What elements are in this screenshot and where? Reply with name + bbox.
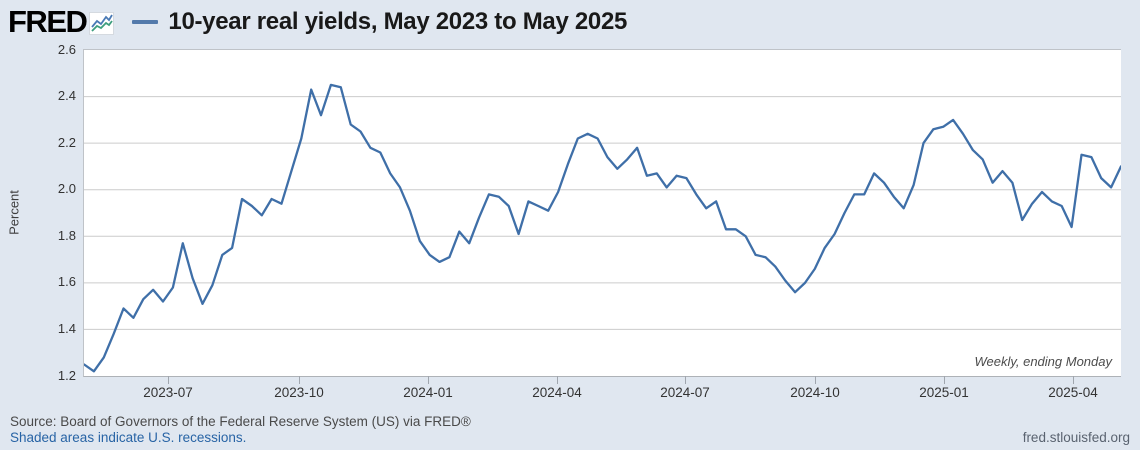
y-tick-label: 1.4: [57, 320, 76, 336]
recession-shading-link[interactable]: Shaded areas indicate U.S. recessions.: [10, 430, 247, 445]
y-tick-label: 1.8: [57, 227, 76, 243]
chart-title: 10-year real yields, May 2023 to May 202…: [168, 8, 628, 35]
y-tick-label: 1.6: [57, 274, 76, 290]
x-tick-label: 2023-07: [143, 385, 193, 400]
x-tick-mark: [428, 376, 429, 384]
y-tick-label: 2.4: [57, 88, 76, 104]
x-tick-mark: [944, 376, 945, 384]
x-tick-label: 2023-10: [274, 385, 324, 400]
x-tick-label: 2024-01: [403, 385, 453, 400]
x-tick-mark: [1073, 376, 1074, 384]
x-tick-mark: [685, 376, 686, 384]
x-tick-label: 2024-07: [660, 385, 710, 400]
x-tick-label: 2025-01: [919, 385, 969, 400]
series-line: [84, 83, 1121, 373]
x-tick-label: 2024-10: [790, 385, 840, 400]
chart-header: FRED 10-year real yields, May 2023 to Ma…: [8, 4, 627, 40]
line-chart-canvas: [84, 83, 1121, 373]
y-tick-label: 2.2: [57, 134, 76, 150]
fred-logo-sparkline-icon: [89, 12, 115, 35]
x-tick-mark: [299, 376, 300, 384]
plot-area[interactable]: Weekly, ending Monday: [83, 49, 1121, 377]
x-tick-mark: [557, 376, 558, 384]
series-legend-line-swatch: [132, 20, 159, 24]
x-tick-label: 2024-04: [532, 385, 582, 400]
y-tick-label: 2.6: [57, 41, 76, 57]
fred-logo-text: FRED: [8, 4, 88, 39]
fred-logo[interactable]: FRED: [8, 4, 115, 39]
x-tick-mark: [815, 376, 816, 384]
x-tick-mark: [168, 376, 169, 384]
fred-site-link[interactable]: fred.stlouisfed.org: [1022, 430, 1130, 445]
frequency-note: Weekly, ending Monday: [970, 354, 1112, 369]
y-tick-label: 1.2: [57, 367, 76, 383]
y-tick-label: 2.0: [57, 181, 76, 197]
y-axis-title: Percent: [6, 190, 22, 235]
x-tick-label: 2025-04: [1048, 385, 1098, 400]
source-attribution-text: Source: Board of Governors of the Federa…: [10, 414, 471, 429]
